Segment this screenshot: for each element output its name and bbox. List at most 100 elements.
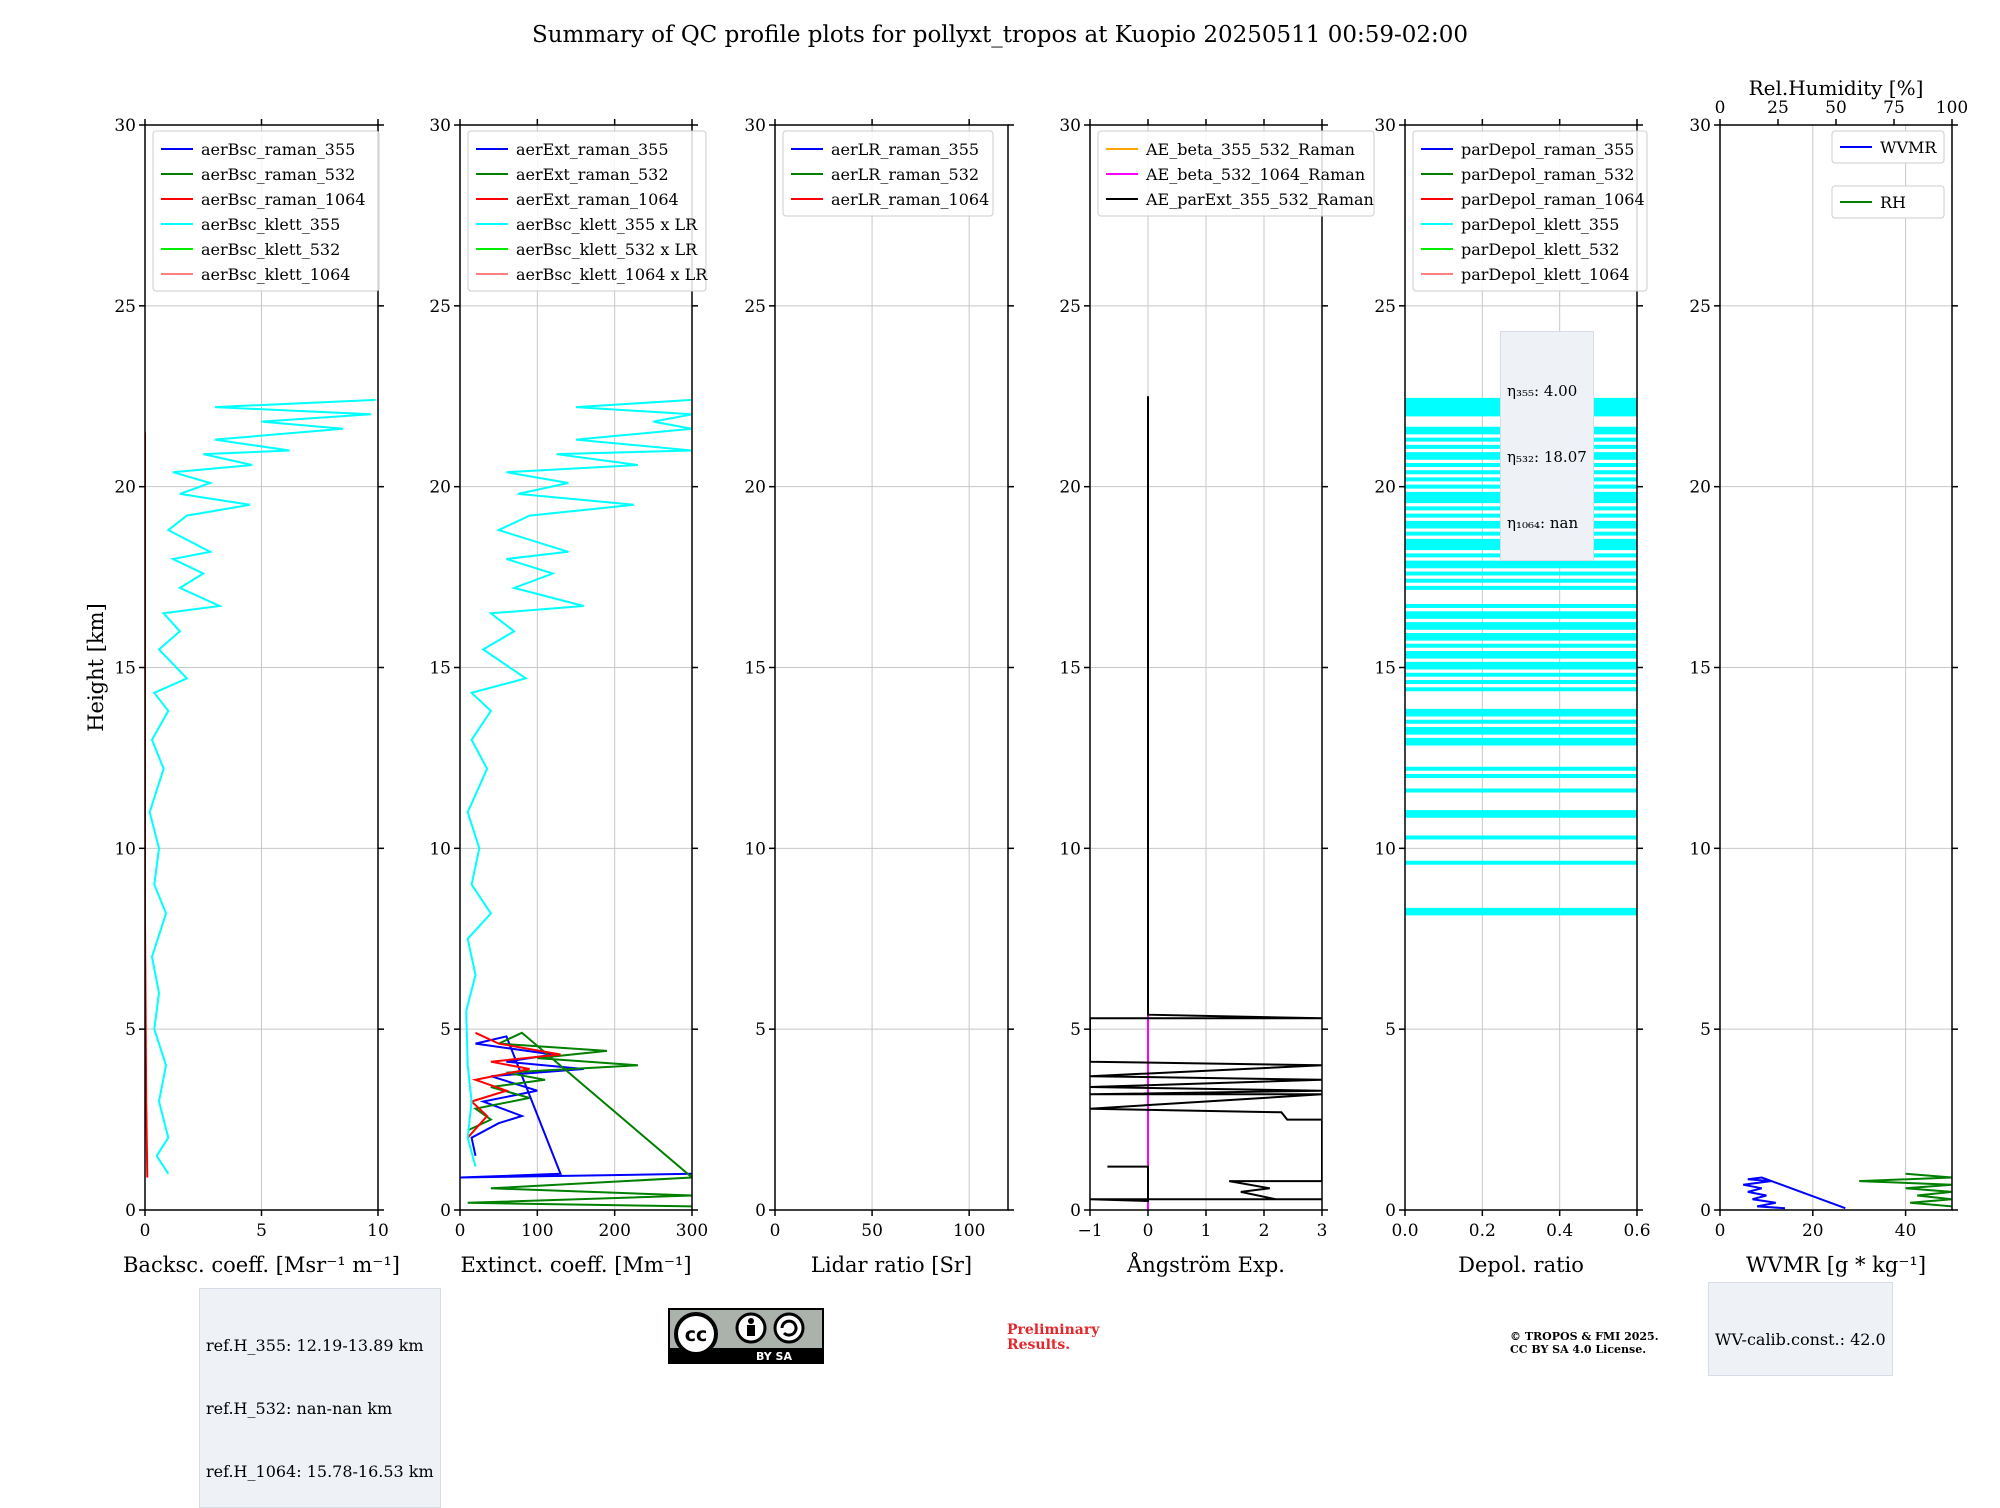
legend: aerExt_raman_355 aerExt_raman_532 aerExt_r… [467,130,708,292]
x-tick-label: 5 [256,1221,267,1241]
x-tick-label: 0 [455,1221,466,1241]
legend-box [782,130,994,217]
y-tick-label: 30 [114,116,136,136]
x-tick-label: 0 [1143,1221,1154,1241]
x-tick-label: 0.4 [1546,1221,1573,1241]
series-group [1405,397,1637,916]
legend-label: aerLR_raman_355 [831,140,979,159]
eta-1064: η₁₀₆₄: nan [1507,514,1579,532]
ref-height-532: ref.H_532: nan-nan km [206,1399,393,1418]
legend-label: aerBsc_klett_532 [201,240,340,259]
figure-title: Summary of QC profile plots for pollyxt_… [531,22,1469,48]
series-group [1090,396,1322,1210]
x-axis-label: Depol. ratio [1458,1253,1584,1277]
x-tick-label: 20 [1802,1221,1824,1241]
legend-label: aerBsc_klett_1064 [201,265,350,284]
legend-label: aerBsc_klett_1064 x LR [516,265,708,284]
y-tick-label: 20 [744,478,766,498]
x-tick-label: 0.2 [1469,1221,1496,1241]
x-tick-label: 100 [521,1221,553,1241]
series-line-aerExt_raman_532 [467,1031,692,1208]
reference-height-box: ref.H_355: 12.19-13.89 km ref.H_532: nan… [199,1288,441,1508]
legend-box [1831,185,1945,219]
y-tick-label: 25 [1059,297,1081,317]
x-tick-label: 40 [1895,1221,1917,1241]
legend-label: AE_parExt_355_532_Raman [1145,190,1374,209]
x-tick-label: 0 [1715,1221,1726,1241]
y-tick-label: 0 [755,1201,766,1221]
x-tick-label: 300 [676,1221,708,1241]
x-tick-label: 0.0 [1391,1221,1418,1241]
series-line-aerBsc_klett_355 x LR [465,398,692,1167]
legend-label: aerBsc_raman_1064 [201,190,366,209]
eta-box: η₃₅₅: 4.00 η₅₃₂: 18.07 η₁₀₆₄: nan [1500,331,1594,561]
svg-text:cc: cc [685,1324,708,1346]
y-tick-label: 5 [755,1020,766,1040]
top-x-tick-label: 75 [1883,98,1905,118]
legend: AE_beta_355_532_Raman AE_beta_532_1064_Ra… [1097,130,1375,217]
y-tick-label: 25 [114,297,136,317]
y-tick-label: 0 [1700,1201,1711,1221]
preliminary-results-label: Preliminary Results. [1007,1322,1100,1353]
top-x-tick-label: 100 [1936,98,1968,118]
legend-box [1412,130,1648,292]
legend-label: parDepol_klett_532 [1461,240,1619,259]
y-tick-label: 30 [1689,116,1711,136]
legend-label: aerBsc_klett_532 x LR [516,240,698,259]
y-tick-label: 20 [1059,478,1081,498]
legend-label: aerBsc_klett_355 [201,215,340,234]
y-tick-label: 5 [125,1020,136,1040]
top-x-tick-label: 25 [1767,98,1789,118]
x-axis-label: Extinct. coeff. [Mm⁻¹] [460,1253,691,1277]
x-tick-label: 100 [953,1221,985,1241]
legend-box [467,130,707,292]
x-tick-label: 2 [1259,1221,1270,1241]
y-tick-label: 20 [1689,478,1711,498]
y-tick-label: 30 [1059,116,1081,136]
y-tick-label: 0 [440,1201,451,1221]
y-tick-label: 0 [125,1201,136,1221]
series-line-aerExt_raman_1064 [466,1031,561,1139]
x-tick-label: 0 [140,1221,151,1241]
ref-height-355: ref.H_355: 12.19-13.89 km [206,1336,424,1355]
y-axis-label: Height [km] [84,603,108,732]
ref-height-1064: ref.H_1064: 15.78-16.53 km [206,1462,434,1481]
panel-lr: 0 5 10 15 20 25 30 0 50 100 Lidar ratio [Sr] aerLR_… [744,116,1014,1277]
panel-bsc: 0 5 10 15 20 25 30 0 5 10 Backsc. coeff. [Msr⁻¹ m⁻… [84,116,400,1277]
y-tick-label: 10 [114,839,136,859]
wv-calib-const: WV-calib.const.: 42.0 [1715,1330,1886,1349]
series-line-RH [1859,1172,1952,1208]
top-x-axis-label: Rel.Humidity [%] [1749,76,1924,100]
legend-label: parDepol_raman_355 [1461,140,1634,159]
y-tick-label: 5 [1700,1020,1711,1040]
y-tick-label: 20 [114,478,136,498]
legend-label: parDepol_klett_355 [1461,215,1619,234]
y-tick-label: 10 [744,839,766,859]
series-group [145,398,376,1178]
top-x-tick-label: 50 [1825,98,1847,118]
x-tick-label: −1 [1077,1221,1102,1241]
y-tick-label: 15 [114,659,136,679]
legend: parDepol_raman_355 parDepol_raman_532 parD… [1412,130,1648,292]
x-tick-label: 200 [598,1221,630,1241]
x-tick-label: 50 [861,1221,883,1241]
y-tick-label: 25 [744,297,766,317]
cc-by-sa-icon: cc BY SA [668,1308,824,1364]
y-tick-label: 0 [1070,1201,1081,1221]
legend-label: AE_beta_532_1064_Raman [1145,165,1365,184]
y-tick-label: 5 [1070,1020,1081,1040]
series-line-aerExt_raman_355 [460,1035,692,1179]
legend-label: parDepol_raman_532 [1461,165,1634,184]
legend-label: WVMR [1880,138,1937,157]
copyright-line-1: © TROPOS & FMI 2025. [1510,1330,1659,1343]
y-tick-label: 25 [1689,297,1711,317]
x-tick-label: 3 [1317,1221,1328,1241]
y-tick-label: 10 [1374,839,1396,859]
legend: aerLR_raman_355 aerLR_raman_532 aerLR_rama… [782,130,994,217]
legend-box [1097,130,1375,217]
legend-label: AE_beta_355_532_Raman [1145,140,1355,159]
y-tick-label: 10 [429,839,451,859]
y-tick-label: 25 [1374,297,1396,317]
